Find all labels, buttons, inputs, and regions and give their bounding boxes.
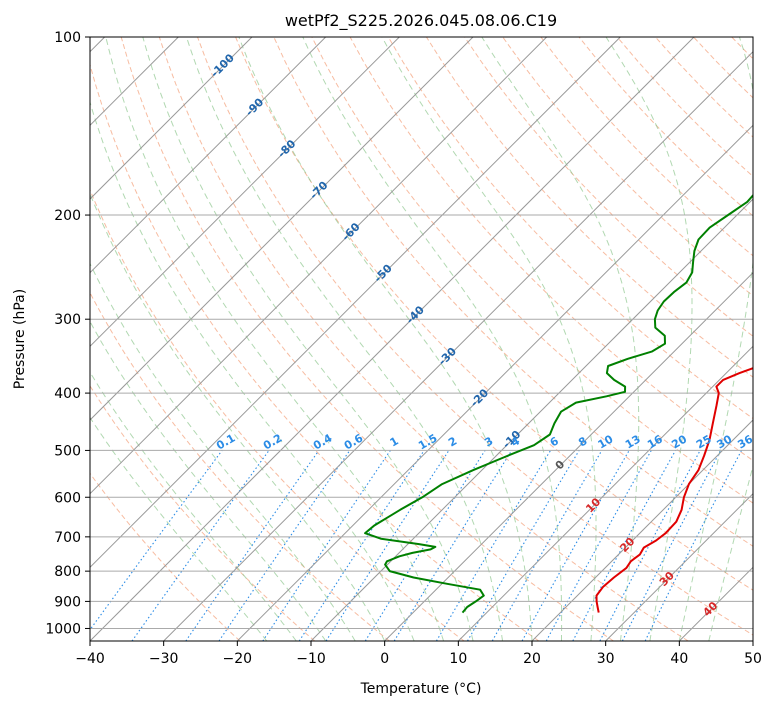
y-tick-label: 400 bbox=[54, 386, 81, 402]
y-axis-label: Pressure (hPa) bbox=[12, 289, 28, 389]
y-tick-label: 200 bbox=[54, 208, 81, 224]
y-tick-label: 300 bbox=[54, 312, 81, 328]
x-tick-label: −20 bbox=[223, 651, 253, 667]
chart-title: wetPf2_S225.2026.045.08.06.C19 bbox=[285, 11, 557, 31]
y-tick-label: 800 bbox=[54, 564, 81, 580]
y-tick-label: 700 bbox=[54, 530, 81, 546]
x-tick-label: −30 bbox=[149, 651, 179, 667]
x-tick-label: −10 bbox=[296, 651, 326, 667]
y-tick-label: 500 bbox=[54, 443, 81, 459]
y-tick-label: 600 bbox=[54, 490, 81, 506]
x-tick-label: 50 bbox=[744, 651, 762, 667]
x-tick-label: 10 bbox=[449, 651, 467, 667]
y-tick-label: 1000 bbox=[45, 621, 81, 637]
x-tick-label: −40 bbox=[75, 651, 105, 667]
x-tick-label: 40 bbox=[670, 651, 688, 667]
x-tick-label: 20 bbox=[523, 651, 541, 667]
y-tick-label: 100 bbox=[54, 30, 81, 46]
x-tick-label: 30 bbox=[597, 651, 615, 667]
x-axis-label: Temperature (°C) bbox=[360, 681, 482, 697]
y-tick-label: 900 bbox=[54, 594, 81, 610]
x-tick-label: 0 bbox=[380, 651, 389, 667]
